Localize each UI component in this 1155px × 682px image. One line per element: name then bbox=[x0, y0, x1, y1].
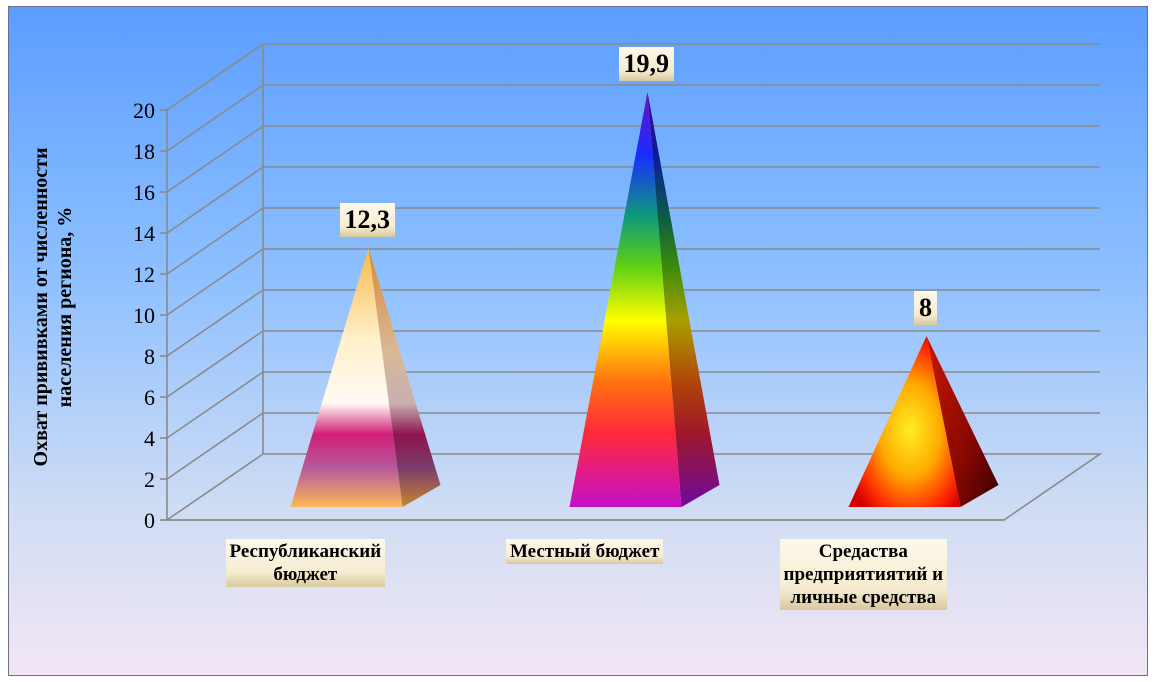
y-tick-label: 14 bbox=[133, 221, 155, 246]
x-tick-label: Средаства предприятиятий и личные средства bbox=[779, 539, 948, 610]
gridline-diagonal bbox=[166, 289, 264, 357]
data-label: 19,9 bbox=[618, 47, 674, 82]
y-axis-title: Охват прививками от численности населения… bbox=[30, 148, 76, 467]
gridline-diagonal bbox=[166, 166, 264, 234]
data-label: 12,3 bbox=[339, 202, 395, 237]
chart-plot: 0 2 4 6 8 10 12 14 16 18 20 Охват прививками от чис… bbox=[30, 43, 1103, 533]
pyramid-bar bbox=[848, 336, 961, 507]
x-tick-label: Республиканский бюджет bbox=[225, 539, 386, 587]
gridline-diagonal bbox=[166, 330, 264, 398]
gridline-diagonal bbox=[166, 125, 264, 193]
y-tick-label: 18 bbox=[133, 139, 155, 164]
y-tick-label: 10 bbox=[133, 303, 155, 328]
data-label: 8 bbox=[914, 291, 937, 325]
gridline-diagonal bbox=[166, 412, 264, 480]
gridline-diagonal bbox=[166, 43, 264, 111]
pyramid-bar bbox=[569, 92, 682, 508]
gridline-diagonal bbox=[166, 84, 264, 152]
y-tick-label: 2 bbox=[144, 467, 155, 492]
gridline-diagonal bbox=[166, 248, 264, 316]
gridline-diagonal bbox=[166, 207, 264, 275]
pyramid-side bbox=[926, 336, 999, 507]
y-tick-label: 0 bbox=[144, 508, 155, 533]
x-tick-label: Местный бюджет bbox=[506, 539, 664, 564]
y-tick-label: 6 bbox=[144, 385, 155, 410]
y-tick-label: 16 bbox=[133, 180, 155, 205]
pyramid-side bbox=[647, 92, 720, 508]
pyramid-bar bbox=[290, 247, 403, 507]
y-tick-label: 4 bbox=[144, 426, 155, 451]
pyramid-side bbox=[368, 247, 441, 507]
chart-area: 0 2 4 6 8 10 12 14 16 18 20 Охват прививками от чис… bbox=[8, 6, 1148, 676]
y-tick-label: 20 bbox=[133, 98, 155, 123]
y-tick-label: 12 bbox=[133, 262, 155, 287]
y-tick-label: 8 bbox=[144, 344, 155, 369]
gridline-diagonal bbox=[166, 371, 264, 439]
